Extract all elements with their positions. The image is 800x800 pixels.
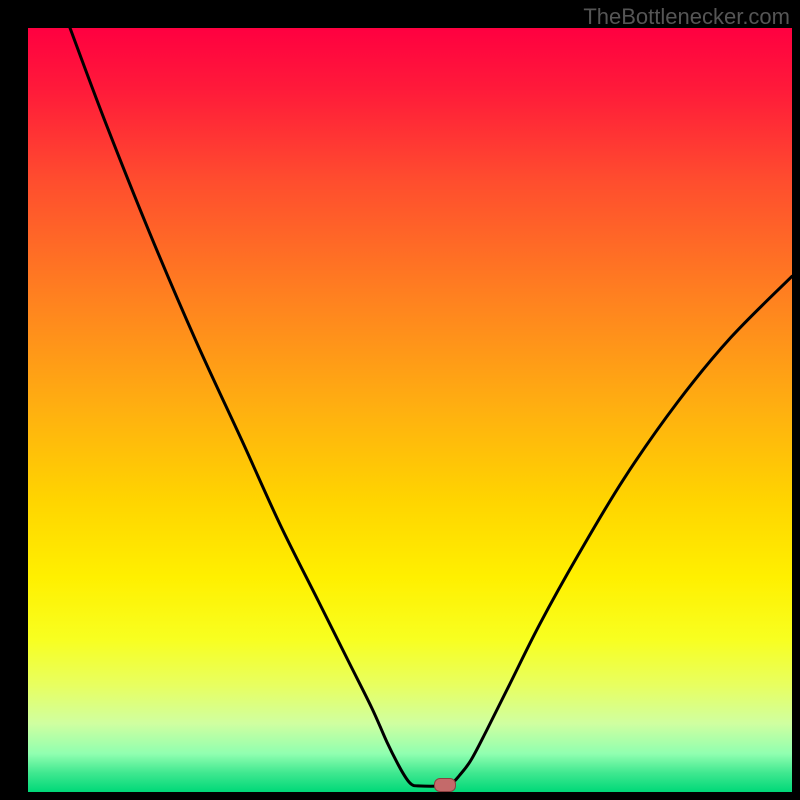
gradient-background <box>28 28 792 792</box>
border-left <box>0 0 28 800</box>
border-bottom <box>0 792 800 800</box>
plot-area <box>28 28 792 792</box>
watermark-text: TheBottlenecker.com <box>583 4 790 30</box>
bottleneck-marker <box>434 778 456 792</box>
border-right <box>792 0 800 800</box>
